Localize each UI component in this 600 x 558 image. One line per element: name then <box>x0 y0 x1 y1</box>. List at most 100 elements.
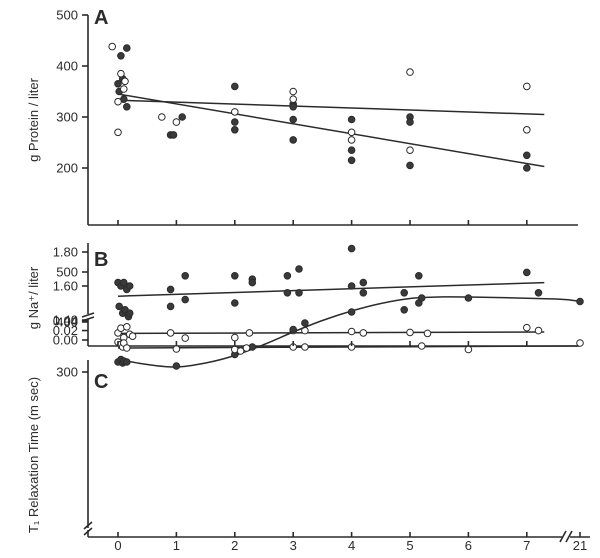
panel-a-open-point <box>523 82 531 91</box>
panel-b-fit-line <box>117 281 545 297</box>
panel-c-open-point <box>417 342 426 350</box>
panel-a-y-label: g Protein / liter <box>26 77 41 161</box>
panel-c-open-point <box>123 344 131 352</box>
panel-a-filled-point <box>231 82 239 91</box>
panel-b-open-point <box>347 327 356 336</box>
panel-a-filled-point <box>231 118 239 126</box>
panel-c-y-label: T₁ Relaxation Time (m sec) <box>26 377 41 533</box>
panel-c-x-tick-label: 3 <box>290 538 297 553</box>
panel-c-filled-point <box>576 297 584 306</box>
panel-c-y-tick-label: 300 <box>56 365 78 380</box>
panel-c-x-tick-label: 1 <box>173 538 180 553</box>
panel-a-filled-point <box>123 103 131 111</box>
panel-a-open-point <box>406 146 414 154</box>
panel-a-filled-point <box>523 164 531 172</box>
panel-c-filled-point <box>417 294 426 302</box>
panel-b-open-point <box>166 329 175 337</box>
panel-a-open-point <box>108 42 116 51</box>
panel-b-filled-point <box>400 289 409 297</box>
panel-b-y-tick-label: 1.60 <box>53 279 78 294</box>
panel-b-filled-point <box>283 289 292 297</box>
panel-c-y-tick-label: 500 <box>56 265 78 280</box>
panel-a-fit-line <box>117 99 545 116</box>
panel-a-filled-point <box>289 115 298 124</box>
panel-c-open-point <box>236 347 245 355</box>
panel-b-fit-line <box>117 331 545 335</box>
panel-b-y-tick-label: 0.04 <box>53 314 78 329</box>
panel-a-filled-point <box>123 44 131 52</box>
panel-c-filled-point <box>289 325 298 334</box>
panel-a-open-point <box>347 128 356 137</box>
panel-b-open-point <box>359 329 368 337</box>
panel-a: A g Protein / liter 200 300 400 500 <box>26 7 578 226</box>
panel-b-y-ticks: 0.000.020.041.40 1.60 1.80 <box>53 245 88 348</box>
panel-a-open-point <box>158 113 166 121</box>
panel-b-open-point <box>523 323 531 332</box>
panel-a-open-point <box>117 69 125 78</box>
panel-a-filled-point <box>523 151 531 160</box>
panel-c-filled-point <box>123 358 131 366</box>
panel-c-x-tick-label: 6 <box>465 538 472 553</box>
panel-a-letter: A <box>94 7 108 29</box>
panel-c-letter: C <box>94 371 108 393</box>
panel-a-open-point <box>289 95 298 103</box>
panel-b-filled-point <box>415 272 423 280</box>
panel-a-open-point <box>121 77 129 86</box>
panel-b-filled-point <box>359 278 368 287</box>
panel-b-filled-point <box>347 282 356 290</box>
panel-b-filled-point <box>534 289 543 297</box>
panel-b-filled-point <box>295 265 303 273</box>
panel-b-filled-point <box>120 278 128 287</box>
panel-c-x-axis-break <box>559 530 573 543</box>
panel-a-open-point <box>172 118 181 126</box>
panel-a-open-point <box>231 108 239 116</box>
panel-c-y-ticks: 300 400 500 <box>56 265 88 380</box>
panel-b-filled-point <box>523 268 531 277</box>
panel-c-filled-point <box>172 362 181 370</box>
panel-a-fit-line <box>117 93 545 168</box>
panel-c-marks <box>114 294 584 370</box>
panel-b-filled-point <box>347 244 356 253</box>
panel-a-filled-point <box>289 103 298 111</box>
panel-a-open-point <box>406 68 414 76</box>
panel-b-marks <box>114 244 545 342</box>
panel-a-y-tick-label: 400 <box>56 59 78 74</box>
panel-a-open-point <box>523 126 531 134</box>
panel-a-y-tick-label: 200 <box>56 161 78 176</box>
panel-a-filled-point <box>114 80 122 88</box>
panel-a-filled-point <box>117 52 125 60</box>
panel-c-filled-point <box>347 308 356 316</box>
panel-a-y-tick-label: 500 <box>56 8 78 23</box>
panel-b-y-tick-label: 0.02 <box>53 323 78 338</box>
panel-b-open-point <box>181 334 189 342</box>
panel-b-filled-point <box>231 299 239 307</box>
panel-b-filled-point <box>115 302 123 311</box>
panel-c-x-tick-label: 5 <box>406 538 413 553</box>
panel-a-open-point <box>114 97 122 106</box>
panel-b-open-point <box>128 332 137 341</box>
panel-c-open-point <box>301 343 309 351</box>
panel-b-y-tick-label: 1.80 <box>53 245 78 260</box>
panel-a-y-ticks: 200 300 400 500 <box>56 8 88 176</box>
panel-c-x-tick-label: 21 <box>573 538 587 553</box>
panel-b-filled-point <box>125 309 134 318</box>
panel-c-x-tick-label: 2 <box>231 538 238 553</box>
panel-a-filled-point <box>178 113 186 121</box>
panel-b-filled-point <box>166 285 175 294</box>
panel-b-filled-point <box>125 282 134 290</box>
panel-a-marks <box>108 42 545 172</box>
panel-a-filled-point <box>231 126 239 134</box>
panel-b-filled-point <box>283 272 292 280</box>
panel-c-x-ticks: 0 1 2 3 4 5 6 7 21 <box>114 532 587 553</box>
panel-a-open-point <box>347 136 356 144</box>
panel-b-y-tick-label: 1.40 <box>53 313 78 328</box>
panel-c-open-point <box>576 339 584 347</box>
panel-c-x-tick-label: 0 <box>114 538 121 553</box>
panel-a-filled-point <box>406 161 414 170</box>
panel-a-filled-point <box>347 146 356 154</box>
panel-b-filled-point <box>359 289 368 297</box>
panel-c-filled-point <box>301 319 309 327</box>
panel-a-filled-point <box>169 131 178 139</box>
